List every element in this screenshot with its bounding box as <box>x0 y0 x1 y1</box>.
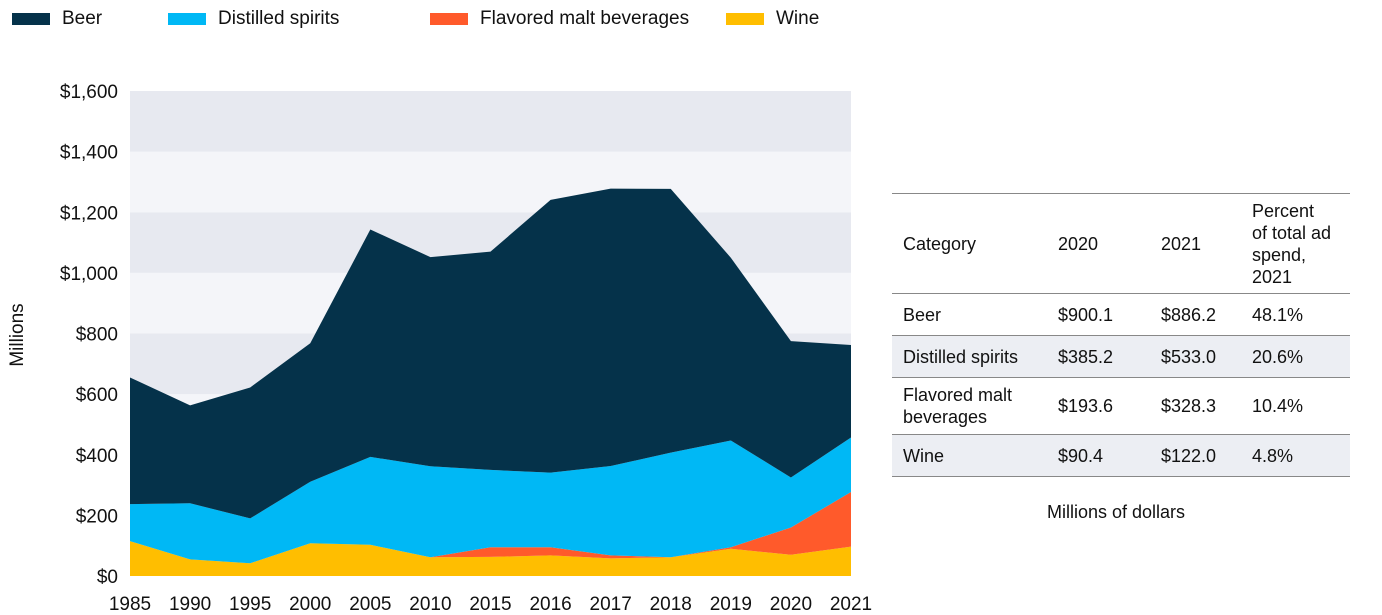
header-category: Category <box>903 233 977 254</box>
x-tick-label: 1990 <box>169 594 211 615</box>
y-tick-label: $0 <box>97 567 118 588</box>
legend-label-flavored-malt-beverages: Flavored malt beverages <box>480 8 690 29</box>
grid-band <box>130 91 851 152</box>
table-row: Distilled spirits $385.2 $533.0 20.6% <box>892 335 1350 378</box>
cell-category: Wine <box>903 445 945 466</box>
legend-label-wine: Wine <box>776 8 820 29</box>
x-tick-label: 2000 <box>289 594 331 615</box>
legend-label-distilled-spirits: Distilled spirits <box>218 8 340 29</box>
stacked-area-chart: $0 $200 $400 $600 $800 $1,000 $1,200 $1,400 $1,6… <box>7 82 872 615</box>
y-tick-label: $400 <box>76 446 118 467</box>
table-row: Wine $90.4 $122.0 4.8% <box>892 434 1350 477</box>
y-tick-label: $1,400 <box>60 143 118 164</box>
y-tick-label: $1,000 <box>60 264 118 285</box>
table-row: Flavored malt beverages $193.6 $328.3 10.… <box>892 377 1350 435</box>
legend-item-beer: Beer <box>12 8 168 30</box>
cell-2021: $886.2 <box>1161 304 1217 325</box>
x-tick-label: 2010 <box>409 594 451 615</box>
legend-swatch-flavored-malt-beverages <box>430 13 468 25</box>
y-tick-label: $200 <box>76 506 118 527</box>
y-tick-label: $800 <box>76 325 118 346</box>
cell-2021: $122.0 <box>1161 445 1217 466</box>
area-series-beer <box>130 188 851 519</box>
chart-legend: Beer Distilled spirits Flavored malt bev… <box>12 6 819 32</box>
legend-item-wine: Wine <box>726 8 819 30</box>
x-tick-label: 2019 <box>710 594 752 615</box>
header-2021: 2021 <box>1161 233 1202 254</box>
table-row: Beer $900.1 $886.2 48.1% <box>892 293 1350 336</box>
x-tick-label: 1995 <box>229 594 271 615</box>
y-tick-label: $600 <box>76 385 118 406</box>
area-series-distilled-spirits <box>130 437 851 564</box>
ad-spend-table-panel: Category 2020 2021 Percent of total ad spe… <box>892 193 1350 523</box>
x-tick-label: 2016 <box>529 594 571 615</box>
header-percent-total: Percent of total ad spend, 2021 <box>1252 200 1332 287</box>
cell-2020: $193.6 <box>1058 396 1114 416</box>
cell-2020: $900.1 <box>1058 304 1114 325</box>
cell-category: Distilled spirits <box>903 346 1019 367</box>
cell-category: Beer <box>903 304 942 325</box>
grid-band <box>130 151 851 213</box>
ad-spend-table: Category 2020 2021 Percent of total ad spe… <box>892 193 1350 477</box>
table-header-row: Category 2020 2021 Percent of total ad spe… <box>892 193 1350 294</box>
cell-category: Flavored malt beverages <box>903 385 1013 427</box>
legend-item-flavored-malt-beverages: Flavored malt beverages <box>430 8 726 30</box>
y-tick-label: $1,200 <box>60 203 118 224</box>
legend-swatch-distilled-spirits <box>168 13 206 25</box>
x-tick-label: 2015 <box>469 594 511 615</box>
x-tick-label: 1985 <box>109 594 151 615</box>
y-axis-title: Millions <box>7 303 28 366</box>
cell-2021: $328.3 <box>1161 396 1217 416</box>
header-2020: 2020 <box>1058 233 1099 254</box>
cell-percent: 48.1% <box>1252 304 1304 325</box>
y-tick-label: $1,600 <box>60 82 118 103</box>
legend-swatch-wine <box>726 13 764 25</box>
cell-2020: $90.4 <box>1058 445 1104 466</box>
x-tick-label: 2021 <box>830 594 872 615</box>
x-tick-label: 2005 <box>349 594 391 615</box>
legend-label-beer: Beer <box>62 8 103 29</box>
area-series-wine <box>130 541 851 576</box>
legend-item-distilled-spirits: Distilled spirits <box>168 8 430 30</box>
cell-percent: 4.8% <box>1252 445 1294 466</box>
cell-percent: 20.6% <box>1252 346 1304 367</box>
cell-percent: 10.4% <box>1252 396 1304 416</box>
cell-2020: $385.2 <box>1058 346 1114 367</box>
cell-2021: $533.0 <box>1161 346 1217 367</box>
x-tick-label: 2018 <box>650 594 692 615</box>
x-tick-label: 2017 <box>590 594 632 615</box>
legend-swatch-beer <box>12 13 50 25</box>
x-tick-label: 2020 <box>770 594 812 615</box>
area-series-flavored-malt-beverages <box>130 492 851 564</box>
table-units-note: Millions of dollars <box>1046 502 1186 522</box>
